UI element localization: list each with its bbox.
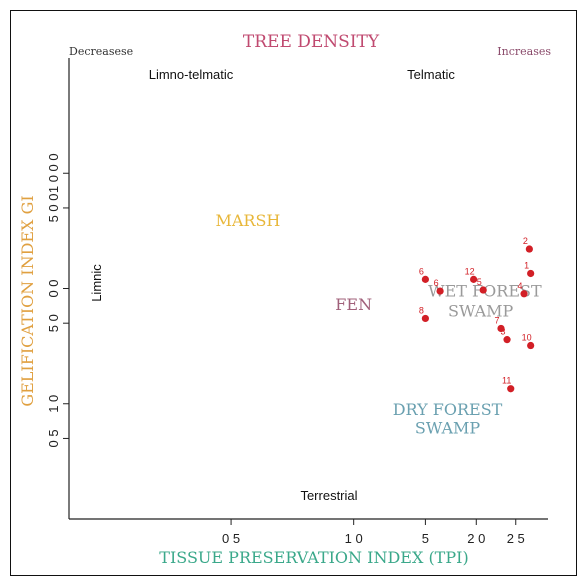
y-axis-title: GELIFICATION INDEX GI bbox=[18, 195, 37, 406]
data-point-label: 11 bbox=[502, 376, 511, 386]
x-tick-label: 2 0 bbox=[467, 531, 485, 546]
y-tick-label: 0 5 bbox=[46, 429, 61, 447]
y-tick-label: 5 0 bbox=[46, 314, 61, 332]
y-tick-label: 0 0 bbox=[46, 279, 61, 297]
data-point bbox=[527, 341, 535, 350]
data-point-label: 6 bbox=[434, 278, 439, 288]
data-point-label: 3 bbox=[501, 327, 506, 337]
data-point-label: 10 bbox=[522, 333, 532, 343]
chart-title: TREE DENSITY bbox=[243, 32, 380, 52]
data-point bbox=[436, 287, 444, 295]
data-point-label: 8 bbox=[419, 305, 424, 315]
y-tick-label: 1 0 0 0 bbox=[46, 153, 61, 193]
data-point-label: 7 bbox=[494, 315, 499, 325]
region-label: MARSH bbox=[215, 211, 280, 230]
region-label: FEN bbox=[335, 295, 372, 314]
x-tick-label: 0 5 bbox=[222, 531, 240, 546]
data-point bbox=[503, 336, 511, 344]
data-point-label: 4 bbox=[518, 281, 523, 291]
density-low-label: Decreasese bbox=[69, 45, 133, 58]
x-axis-title: TISSUE PRESERVATION INDEX (TPI) bbox=[159, 548, 468, 567]
data-point-label: 6 bbox=[419, 266, 424, 276]
x-tick-label: 5 bbox=[422, 531, 429, 546]
y-tick-label: 1 0 bbox=[46, 395, 61, 413]
data-point bbox=[421, 275, 429, 283]
scatter-chart: 0 5 1 0 5 2 0 2 5 0 5 1 0 5 0 0 0 5 0 01 0 0 0 TRE… bbox=[18, 32, 551, 567]
data-point bbox=[497, 324, 505, 333]
data-point bbox=[479, 286, 487, 294]
region-label: SWAMP bbox=[415, 419, 481, 438]
region-label: SWAMP bbox=[448, 302, 514, 321]
data-point bbox=[470, 275, 478, 283]
data-point-label: 1 bbox=[524, 260, 529, 270]
region-label: DRY FOREST bbox=[393, 400, 503, 419]
env-label-terrestrial: Terrestrial bbox=[300, 488, 357, 503]
env-label-limnic: Limnic bbox=[89, 264, 104, 302]
data-point bbox=[507, 385, 515, 393]
env-label-telmatic: Telmatic bbox=[407, 67, 455, 82]
data-point-label: 5 bbox=[477, 277, 482, 287]
data-point bbox=[421, 314, 429, 323]
data-point bbox=[525, 245, 533, 253]
density-high-label: Increases bbox=[497, 45, 551, 58]
data-point bbox=[527, 269, 535, 278]
data-point-label: 2 bbox=[523, 236, 528, 246]
data-point bbox=[520, 290, 528, 298]
y-tick-label: 5 0 0 bbox=[46, 193, 61, 222]
env-label-limno-telmatic: Limno-telmatic bbox=[149, 67, 234, 82]
data-point-label: 12 bbox=[465, 266, 475, 276]
x-tick-label: 2 5 bbox=[507, 531, 525, 546]
x-tick-label: 1 0 bbox=[345, 531, 363, 546]
